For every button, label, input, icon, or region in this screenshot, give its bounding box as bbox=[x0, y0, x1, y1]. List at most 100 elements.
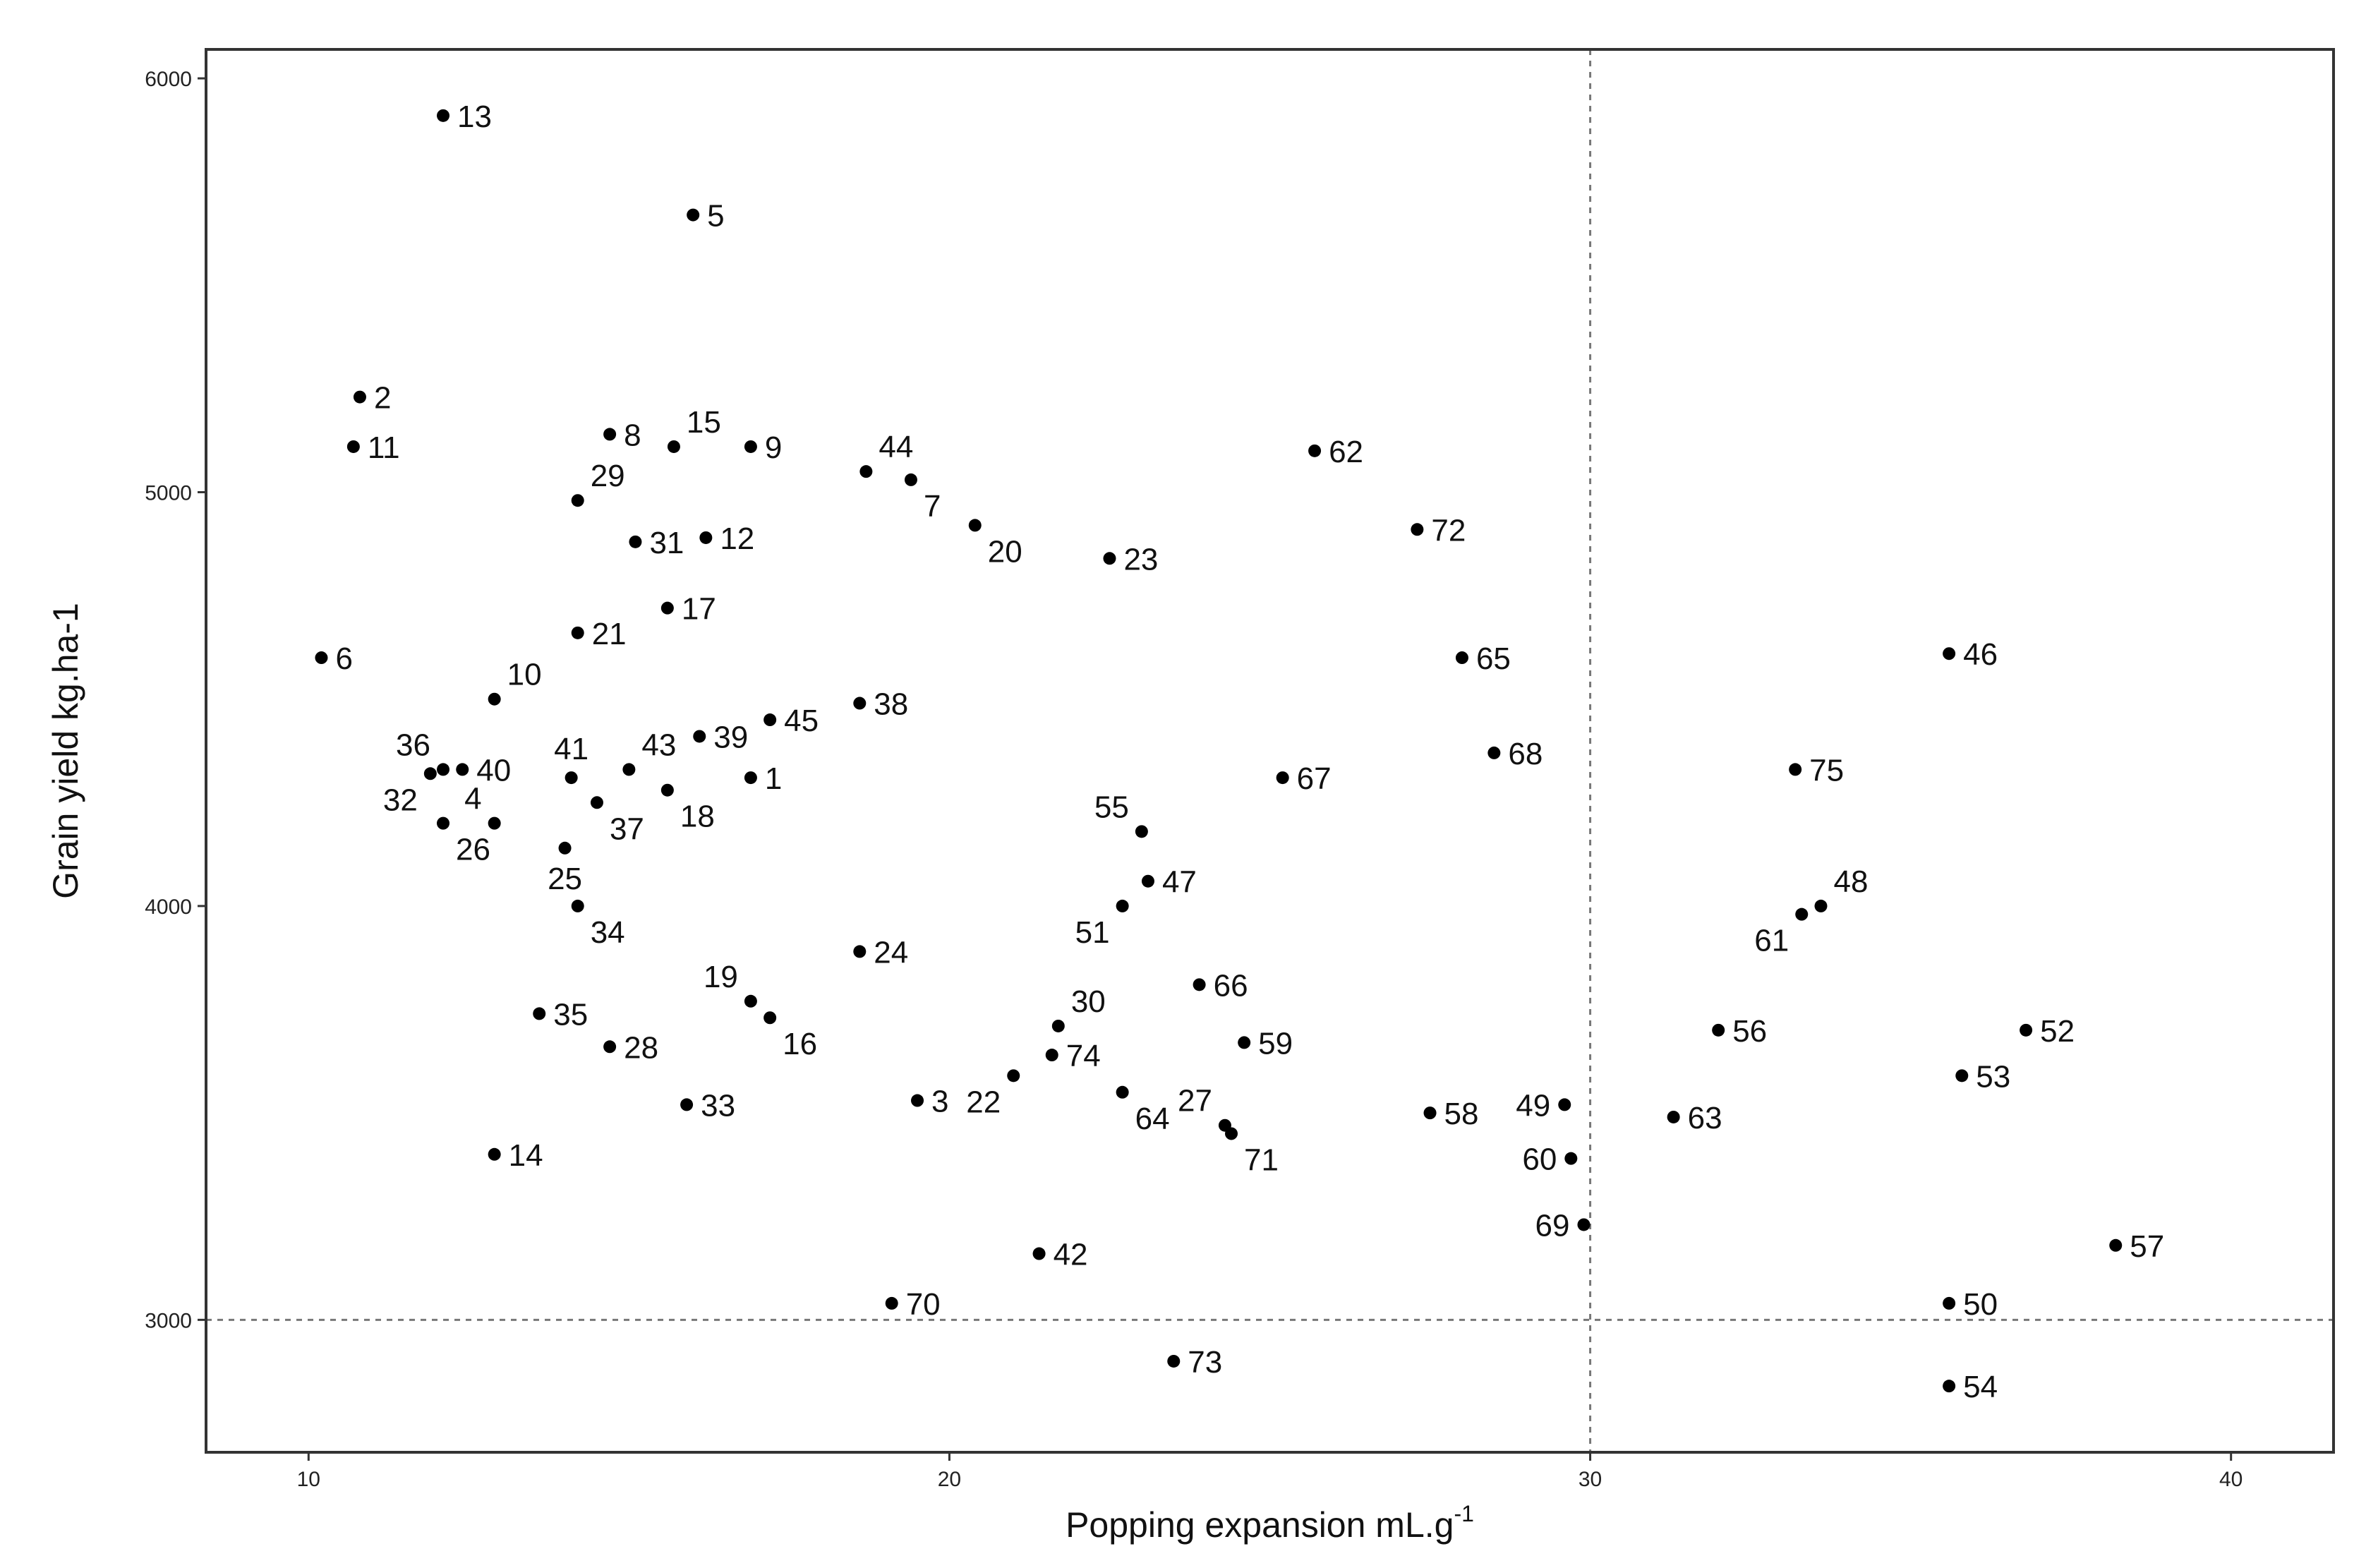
data-point bbox=[693, 730, 706, 743]
data-point bbox=[1007, 1069, 1020, 1082]
data-point bbox=[1943, 647, 1956, 661]
point-label: 19 bbox=[704, 960, 738, 994]
point-label: 44 bbox=[879, 430, 913, 464]
point-label: 5 bbox=[707, 199, 724, 234]
point-label: 61 bbox=[1754, 924, 1789, 958]
data-point bbox=[885, 1296, 898, 1310]
data-point bbox=[353, 390, 366, 404]
point-label: 69 bbox=[1535, 1208, 1570, 1243]
point-label: 74 bbox=[1066, 1039, 1101, 1073]
point-label: 32 bbox=[383, 783, 418, 817]
x-axis-ticks: 10 20 30 40 bbox=[297, 1452, 2243, 1491]
point-label: 36 bbox=[396, 728, 430, 762]
data-point bbox=[1577, 1218, 1591, 1231]
data-point bbox=[1141, 874, 1154, 888]
data-point bbox=[1308, 444, 1322, 457]
point-label: 23 bbox=[1123, 542, 1158, 577]
point-label: 28 bbox=[624, 1030, 658, 1065]
point-label: 8 bbox=[624, 418, 641, 452]
x-tick-label: 40 bbox=[2219, 1468, 2243, 1491]
point-label: 40 bbox=[476, 753, 511, 788]
point-label: 60 bbox=[1522, 1142, 1557, 1177]
point-label: 11 bbox=[368, 430, 400, 465]
data-point bbox=[558, 841, 572, 855]
data-point bbox=[1225, 1127, 1238, 1140]
data-point bbox=[1455, 651, 1468, 665]
point-label: 34 bbox=[591, 915, 625, 950]
point-label: 73 bbox=[1188, 1345, 1222, 1380]
y-tick-label: 5000 bbox=[145, 481, 192, 505]
point-label: 49 bbox=[1516, 1088, 1550, 1123]
y-tick-label: 4000 bbox=[145, 895, 192, 919]
point-label: 51 bbox=[1075, 915, 1110, 950]
data-point bbox=[1238, 1036, 1251, 1049]
data-point bbox=[1167, 1354, 1181, 1368]
point-label: 68 bbox=[1508, 737, 1543, 771]
point-label: 50 bbox=[1963, 1287, 1998, 1322]
data-point bbox=[1558, 1098, 1571, 1111]
data-point bbox=[1116, 1085, 1129, 1099]
data-point bbox=[622, 763, 636, 776]
data-point bbox=[687, 208, 700, 222]
data-point bbox=[571, 626, 584, 639]
data-point bbox=[853, 696, 867, 710]
point-label: 41 bbox=[554, 732, 589, 766]
data-point bbox=[904, 473, 917, 486]
data-point bbox=[437, 763, 450, 776]
point-label: 12 bbox=[720, 521, 754, 556]
data-point bbox=[590, 796, 603, 809]
x-tick-label: 30 bbox=[1579, 1468, 1602, 1491]
data-point bbox=[1712, 1023, 1725, 1037]
data-point bbox=[1943, 1380, 1956, 1393]
point-label: 62 bbox=[1329, 435, 1363, 469]
data-point bbox=[660, 783, 674, 797]
point-label: 15 bbox=[687, 405, 721, 440]
data-point bbox=[1789, 763, 1802, 776]
data-point bbox=[911, 1094, 924, 1107]
point-label: 2 bbox=[374, 381, 391, 416]
data-point bbox=[629, 535, 642, 548]
data-point bbox=[571, 899, 584, 912]
data-point bbox=[660, 601, 674, 615]
point-label: 13 bbox=[457, 99, 492, 134]
data-point bbox=[680, 1098, 694, 1111]
data-point bbox=[1135, 825, 1148, 838]
point-label: 25 bbox=[548, 862, 582, 896]
data-point bbox=[1411, 523, 1424, 536]
point-label: 55 bbox=[1094, 790, 1129, 824]
data-point bbox=[1667, 1110, 1680, 1123]
data-point bbox=[488, 816, 501, 830]
x-axis-title-text: Popping expansion mL.g bbox=[1066, 1505, 1454, 1545]
point-label: 59 bbox=[1258, 1026, 1293, 1061]
data-point bbox=[1051, 1019, 1065, 1032]
point-label: 33 bbox=[701, 1088, 735, 1123]
point-label: 75 bbox=[1809, 753, 1844, 788]
point-label: 42 bbox=[1054, 1238, 1088, 1272]
data-point bbox=[423, 767, 437, 780]
point-label: 48 bbox=[1833, 864, 1868, 899]
point-label: 9 bbox=[765, 430, 782, 465]
data-point bbox=[2109, 1238, 2123, 1252]
point-label: 17 bbox=[682, 592, 716, 627]
x-axis-title-superscript: -1 bbox=[1454, 1501, 1473, 1526]
point-label: 30 bbox=[1071, 984, 1106, 1019]
data-point bbox=[315, 651, 328, 665]
data-point bbox=[488, 1147, 501, 1161]
point-label: 31 bbox=[649, 526, 684, 560]
point-label: 63 bbox=[1688, 1101, 1722, 1135]
data-point bbox=[744, 994, 757, 1008]
data-point bbox=[1564, 1152, 1578, 1165]
y-tick-label: 6000 bbox=[145, 68, 192, 91]
point-label: 16 bbox=[783, 1027, 817, 1061]
data-point bbox=[346, 440, 360, 453]
data-point bbox=[744, 771, 757, 785]
data-point bbox=[488, 692, 501, 706]
data-point bbox=[437, 109, 450, 122]
x-axis-title: Popping expansion mL.g-1 bbox=[1066, 1501, 1474, 1545]
point-label: 4 bbox=[464, 782, 481, 816]
point-label: 29 bbox=[591, 459, 625, 493]
data-point bbox=[968, 519, 982, 532]
point-label: 66 bbox=[1214, 968, 1248, 1003]
point-label: 18 bbox=[680, 800, 715, 834]
point-label: 3 bbox=[931, 1085, 948, 1119]
